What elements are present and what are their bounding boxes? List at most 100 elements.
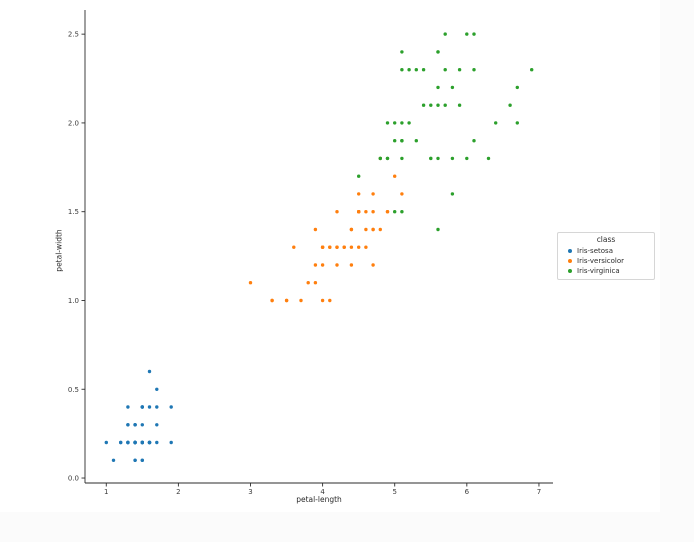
point-iris-versicolor [270,298,274,303]
point-iris-versicolor [335,210,339,214]
point-iris-virginica [443,103,447,107]
point-iris-setosa [147,369,152,374]
point-iris-setosa [155,405,159,409]
point-iris-versicolor [320,245,325,249]
setosa-dot-icon [568,249,572,253]
point-iris-virginica [508,103,512,107]
point-iris-setosa [140,423,144,427]
point-iris-virginica [421,103,426,107]
point-iris-versicolor [364,227,368,232]
point-iris-versicolor [349,227,354,232]
point-iris-virginica [400,121,404,125]
point-iris-setosa [104,440,109,445]
point-iris-virginica [429,156,433,161]
point-iris-versicolor [357,192,361,196]
y-tick-label: 0.5 [68,386,79,394]
legend-entry-label: Iris-versicolor [577,257,625,265]
point-iris-versicolor [349,263,354,267]
point-iris-virginica [400,50,404,54]
point-iris-versicolor [335,245,339,249]
point-iris-versicolor [248,281,253,285]
point-iris-virginica [465,32,469,36]
point-iris-setosa [140,440,144,445]
point-iris-setosa [140,458,144,462]
legend-entry-virginica: Iris-virginica [562,266,650,276]
virginica-dot-icon [568,269,572,273]
point-iris-versicolor [335,263,339,267]
point-iris-virginica [530,68,534,72]
point-iris-virginica [436,50,440,54]
point-iris-versicolor [320,263,325,267]
point-iris-virginica [436,156,440,161]
x-tick-label: 7 [537,488,541,496]
point-iris-virginica [472,139,476,143]
point-iris-virginica [357,174,361,178]
point-iris-setosa [126,440,130,445]
x-tick-label: 6 [465,488,470,496]
point-iris-setosa [169,440,173,445]
x-tick-label: 3 [248,488,252,496]
point-iris-versicolor [393,174,397,178]
point-iris-setosa [147,440,152,445]
legend-entry-setosa: Iris-setosa [562,246,650,256]
point-iris-setosa [133,458,137,462]
point-iris-versicolor [342,245,346,249]
point-iris-virginica [393,121,397,125]
point-iris-virginica [450,192,455,196]
point-iris-versicolor [357,245,361,249]
legend: class Iris-setosa Iris-versicolor Iris-v… [557,232,655,280]
point-iris-setosa [126,423,130,427]
point-iris-virginica [393,139,397,143]
point-iris-versicolor [349,245,354,249]
point-iris-versicolor [364,245,368,249]
legend-title: class [596,235,616,244]
point-iris-versicolor [328,245,332,249]
point-iris-setosa [126,405,130,409]
point-iris-virginica [400,68,404,72]
point-iris-virginica [443,32,447,36]
point-iris-virginica [436,85,440,90]
point-iris-virginica [486,156,491,161]
x-tick-label: 2 [176,488,180,496]
point-iris-setosa [133,440,137,445]
point-iris-versicolor [371,192,375,196]
point-iris-versicolor [385,210,390,214]
point-iris-virginica [436,103,440,107]
point-iris-virginica [457,103,462,107]
point-iris-virginica [385,156,390,161]
x-tick-label: 4 [320,488,325,496]
point-iris-versicolor [357,210,361,214]
point-iris-versicolor [313,227,318,232]
point-iris-virginica [385,121,390,125]
point-iris-virginica [450,156,455,161]
point-iris-virginica [400,156,404,161]
x-axis-label: petal-length [296,495,342,504]
point-iris-setosa [155,423,159,427]
point-iris-setosa [133,423,137,427]
y-tick-label: 1.5 [68,208,79,216]
point-iris-virginica [407,121,411,125]
point-iris-virginica [429,103,433,107]
point-iris-setosa [119,440,123,445]
point-iris-virginica [472,68,476,72]
point-iris-versicolor [378,227,382,232]
point-iris-versicolor [371,210,375,214]
point-iris-virginica [414,68,418,72]
point-iris-virginica [465,156,469,161]
point-iris-virginica [472,32,476,36]
point-iris-versicolor [292,245,296,249]
point-iris-setosa [111,458,116,462]
point-iris-versicolor [328,298,332,303]
x-tick-label: 1 [104,488,108,496]
point-iris-virginica [457,68,462,72]
point-iris-virginica [450,85,455,90]
point-iris-versicolor [299,298,303,303]
point-iris-virginica [436,227,440,232]
legend-entry-versicolor: Iris-versicolor [562,256,650,266]
y-tick-label: 2.0 [68,119,79,127]
point-iris-virginica [421,68,426,72]
point-iris-versicolor [371,227,375,232]
point-iris-virginica [407,68,411,72]
point-iris-versicolor [313,281,318,285]
